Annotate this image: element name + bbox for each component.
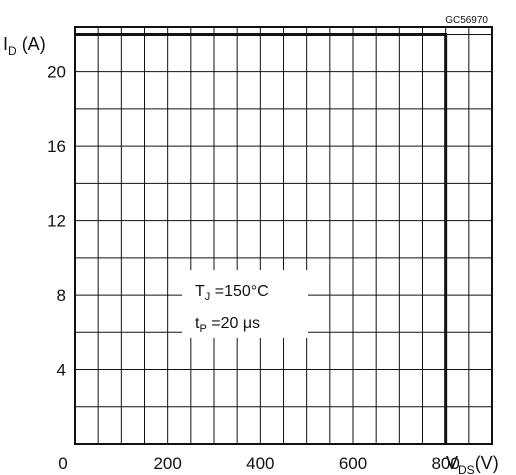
annotation-tp-main: t [195, 315, 200, 332]
y-axis-label: ID (A) [3, 34, 46, 58]
y-axis-label-unit: (A) [17, 34, 46, 54]
annotation-line-tj: TJ =150°C [195, 283, 269, 303]
x-axis-label-unit: (V) [475, 453, 499, 473]
x-axis-label-sub: DS [458, 463, 475, 475]
y-axis-tick-labels: 4 8 12 16 20 [47, 63, 66, 380]
annotation-tj-main: T [195, 283, 205, 300]
annotation-tp-rest: =20 μs [207, 315, 260, 332]
figure-code: GC56970 [445, 15, 488, 26]
annotation-tj-sub: J [205, 291, 211, 303]
x-axis-label: VDS(V) [446, 453, 499, 475]
x-tick-label: 800 [431, 454, 459, 473]
x-axis-tick-labels: 0 200 400 600 800 [58, 454, 460, 473]
y-axis-label-main: I [3, 34, 8, 54]
x-tick-label: 600 [339, 454, 367, 473]
x-tick-label: 0 [58, 454, 67, 473]
annotation-box: TJ =150°C tP =20 μs [182, 270, 308, 338]
x-axis-label-main: V [446, 453, 458, 473]
annotation-tp-sub: P [199, 323, 206, 335]
plot-frame [74, 26, 493, 445]
x-tick-label: 200 [153, 454, 181, 473]
soa-boundary-line [75, 32, 448, 444]
grid [75, 27, 492, 444]
y-tick-label: 4 [57, 361, 66, 380]
y-tick-label: 12 [47, 212, 66, 231]
annotation-line-tp: tP =20 μs [195, 315, 260, 335]
annotation-background [182, 270, 308, 338]
x-tick-label: 400 [246, 454, 274, 473]
y-tick-label: 20 [47, 63, 66, 82]
y-tick-label: 16 [47, 137, 66, 156]
y-axis-label-sub: D [8, 44, 17, 58]
annotation-tj-rest: =150°C [210, 283, 268, 300]
y-tick-label: 8 [57, 286, 66, 305]
